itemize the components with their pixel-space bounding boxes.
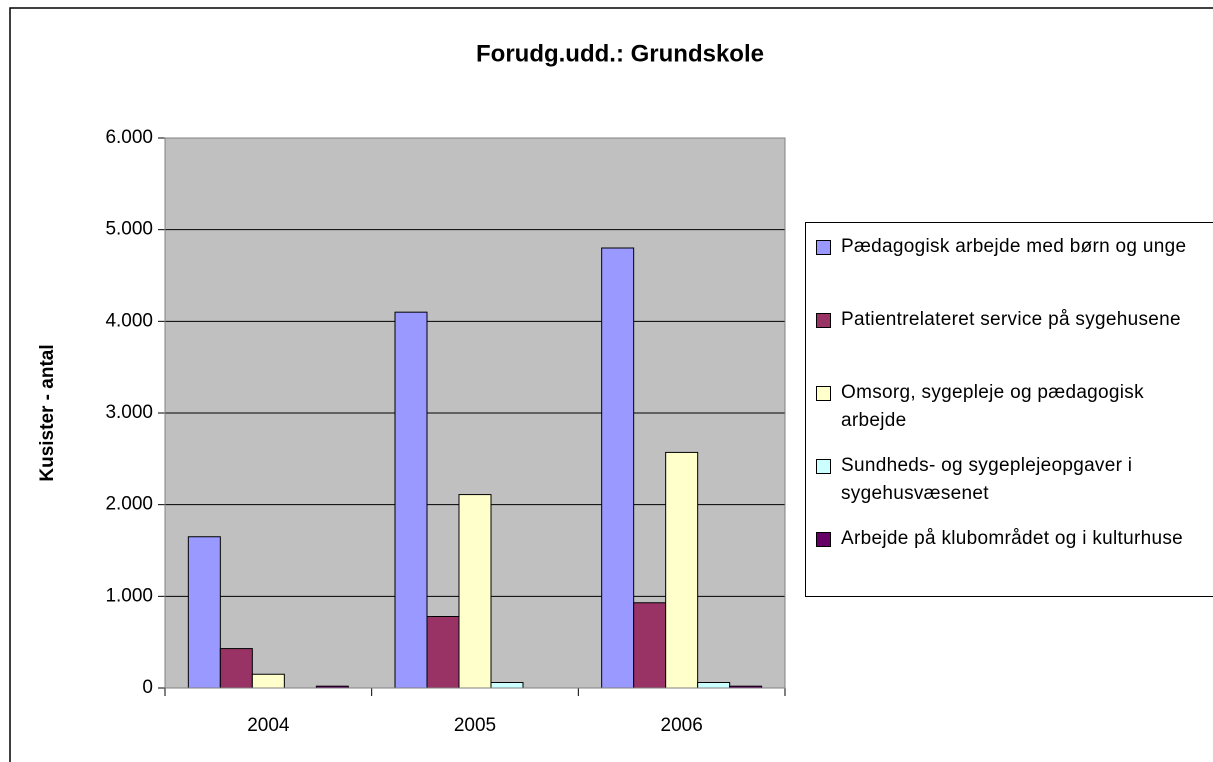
chart-title: Forudg.udd.: Grundskole xyxy=(476,40,764,67)
y-tick-label: 4.000 xyxy=(105,310,153,331)
legend-swatch xyxy=(816,240,831,255)
bar xyxy=(697,682,731,689)
legend-swatch xyxy=(816,459,831,474)
y-tick-label: 3.000 xyxy=(105,402,153,423)
legend-label: Sundheds- og sygeplejeopgaver i sygehusv… xyxy=(841,455,1133,504)
y-axis-label: Kusister - antal xyxy=(37,344,58,481)
bar xyxy=(251,673,285,689)
legend-entry: Pædagogisk arbejde med børn og unge xyxy=(816,233,1213,306)
bar xyxy=(490,682,524,689)
legend-label: Omsorg, sygepleje og pædagogisk arbejde xyxy=(841,382,1144,431)
legend-entry: Sundheds- og sygeplejeopgaver i sygehusv… xyxy=(816,452,1213,525)
legend-swatch xyxy=(816,532,831,547)
chart-border xyxy=(9,7,1213,762)
legend-entry: Omsorg, sygepleje og pædagogisk arbejde xyxy=(816,379,1213,452)
bar xyxy=(601,247,635,689)
legend-label: Patientrelateret service på sygehusene xyxy=(841,309,1181,330)
y-tick-label: 2.000 xyxy=(105,494,153,515)
legend-entry: Arbejde på klubområdet og i kulturhuse xyxy=(816,525,1213,598)
bar xyxy=(426,616,460,689)
x-tick-label: 2004 xyxy=(247,715,290,736)
legend-label: Pædagogisk arbejde med børn og unge xyxy=(841,236,1187,257)
legend-entry: Patientrelateret service på sygehusene xyxy=(816,306,1213,379)
y-tick-label: 5.000 xyxy=(105,219,153,240)
legend-swatch xyxy=(816,313,831,328)
x-tick-label: 2005 xyxy=(454,715,496,736)
y-tick-label: 0 xyxy=(142,677,153,698)
bar xyxy=(633,602,667,689)
legend-swatch xyxy=(816,386,831,401)
x-tick-label: 2006 xyxy=(661,715,703,736)
y-tick-label: 6.000 xyxy=(105,127,153,148)
bar xyxy=(665,451,699,689)
plot-border xyxy=(164,137,786,689)
y-tick-label: 1.000 xyxy=(105,585,153,606)
legend: Pædagogisk arbejde med børn og unge Patie… xyxy=(805,222,1213,597)
bar xyxy=(458,494,492,689)
bar xyxy=(394,311,428,689)
bar xyxy=(219,648,253,689)
legend-label: Arbejde på klubområdet og i kulturhuse xyxy=(841,528,1183,549)
bar xyxy=(187,536,221,689)
